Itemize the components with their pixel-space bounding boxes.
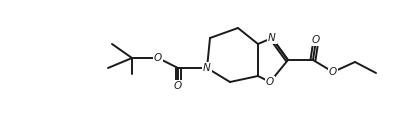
Text: O: O bbox=[312, 35, 320, 45]
Text: O: O bbox=[174, 81, 182, 91]
Text: N: N bbox=[268, 33, 276, 43]
Text: O: O bbox=[154, 53, 162, 63]
Text: O: O bbox=[329, 67, 337, 77]
Text: O: O bbox=[266, 77, 274, 87]
Text: N: N bbox=[203, 63, 211, 73]
